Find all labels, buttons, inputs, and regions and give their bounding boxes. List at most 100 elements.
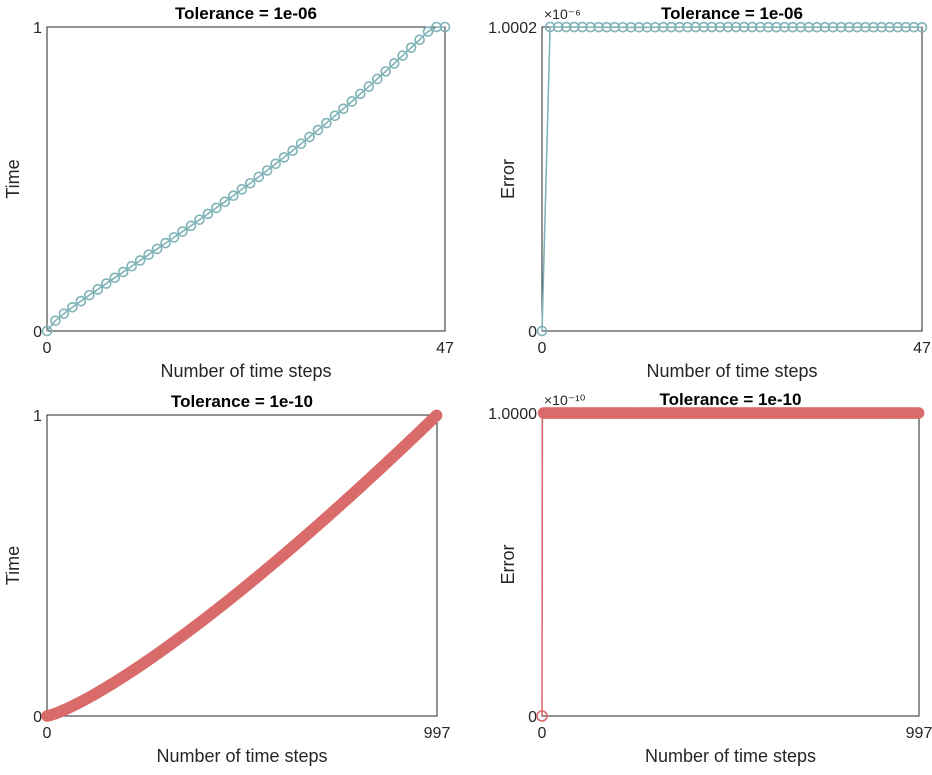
data-point xyxy=(287,145,298,157)
data-point xyxy=(536,325,548,337)
data-point xyxy=(211,202,222,214)
data-point xyxy=(194,214,205,226)
y-axis-label: Error xyxy=(498,544,518,584)
data-point xyxy=(270,158,281,170)
data-point xyxy=(228,190,239,202)
data-point xyxy=(244,177,256,189)
data-point xyxy=(236,184,248,195)
y-tick-label: 1.0002 xyxy=(488,20,537,37)
data-point xyxy=(304,131,315,143)
x-tick-label: 0 xyxy=(538,725,547,742)
x-tick-label: 997 xyxy=(906,725,932,742)
data-point xyxy=(852,21,863,33)
y-tick-label: 1 xyxy=(33,20,42,37)
data-point xyxy=(690,21,701,33)
data-point xyxy=(908,21,920,33)
data-point xyxy=(75,295,87,307)
data-point xyxy=(67,301,78,313)
data-point xyxy=(738,21,750,33)
data-point xyxy=(151,243,163,255)
subplot-3: 0 997 0 1 Number of time steps Time Tolerance … xyxy=(3,392,450,766)
data-point xyxy=(134,255,146,266)
data-point xyxy=(560,21,572,33)
data-point xyxy=(787,21,798,33)
data-point xyxy=(674,21,685,33)
plot-title: Tolerance = 1e-10 xyxy=(660,390,802,409)
data-point xyxy=(843,21,855,33)
data-point xyxy=(422,26,434,37)
data-point xyxy=(397,50,408,61)
data-point xyxy=(876,21,887,33)
y-tick-label: 0 xyxy=(33,709,42,726)
data-point xyxy=(84,289,95,301)
data-point xyxy=(253,171,265,183)
axes-box xyxy=(541,26,923,332)
data-point xyxy=(912,407,925,419)
data-point xyxy=(92,284,104,295)
data-point xyxy=(649,21,661,33)
data-point xyxy=(329,110,341,122)
data-point xyxy=(143,249,154,260)
y-axis-label: Time xyxy=(3,159,23,198)
data-point xyxy=(892,21,904,33)
series-line xyxy=(46,26,445,332)
data-point xyxy=(168,232,180,243)
data-point xyxy=(835,21,847,33)
data-point xyxy=(202,208,214,220)
y-tick-label: 0 xyxy=(528,709,537,726)
data-point xyxy=(779,21,790,33)
data-point xyxy=(666,21,677,33)
data-point xyxy=(569,21,580,33)
plot-title: Tolerance = 1e-06 xyxy=(661,4,803,23)
y-axis-label: Error xyxy=(498,159,518,199)
data-point xyxy=(771,21,782,33)
data-point xyxy=(363,81,375,92)
data-point xyxy=(900,21,912,33)
data-point xyxy=(827,21,839,33)
x-tick-label: 47 xyxy=(913,340,931,357)
data-point xyxy=(388,58,400,69)
data-point xyxy=(641,21,653,33)
data-point xyxy=(50,315,61,326)
subplot-2: 0 47 0 1.0002 ×10⁻⁶ Number of time steps Error… xyxy=(488,4,931,381)
axis-exponent: ×10⁻⁶ xyxy=(544,6,581,22)
y-tick-label: 1 xyxy=(33,408,42,425)
data-point xyxy=(601,21,612,33)
x-axis-label: Number of time steps xyxy=(645,746,816,766)
data-point xyxy=(795,21,807,33)
data-point xyxy=(552,21,564,33)
x-tick-label: 0 xyxy=(538,340,547,357)
axes-box xyxy=(46,26,446,332)
plot-title: Tolerance = 1e-06 xyxy=(175,4,317,23)
data-point xyxy=(117,266,129,278)
series-line xyxy=(46,414,438,717)
data-point xyxy=(41,325,53,337)
data-point xyxy=(338,103,349,115)
x-tick-label: 0 xyxy=(43,340,52,357)
data-point xyxy=(177,226,188,237)
data-point xyxy=(261,165,273,176)
data-point xyxy=(819,21,831,33)
y-tick-label: 0 xyxy=(33,324,42,341)
data-point xyxy=(544,21,556,33)
x-axis-label: Number of time steps xyxy=(646,361,817,381)
data-point xyxy=(593,21,604,33)
data-point xyxy=(884,21,895,33)
data-point xyxy=(430,409,443,422)
data-point xyxy=(811,21,823,33)
data-point xyxy=(126,260,137,272)
data-point xyxy=(763,21,774,33)
y-tick-label: 0 xyxy=(528,324,537,341)
data-point xyxy=(714,21,726,33)
y-axis-label: Time xyxy=(3,546,23,585)
subplot-4: 0 997 0 1.0000 ×10⁻¹⁰ Number of time steps Err… xyxy=(488,390,932,766)
series-line xyxy=(541,26,923,332)
data-point xyxy=(346,96,358,107)
data-point xyxy=(730,21,742,33)
data-point xyxy=(100,278,112,289)
data-point xyxy=(706,21,718,33)
data-point xyxy=(380,66,392,77)
axes-box xyxy=(541,412,920,717)
data-point xyxy=(439,21,451,33)
x-tick-label: 0 xyxy=(43,725,52,742)
